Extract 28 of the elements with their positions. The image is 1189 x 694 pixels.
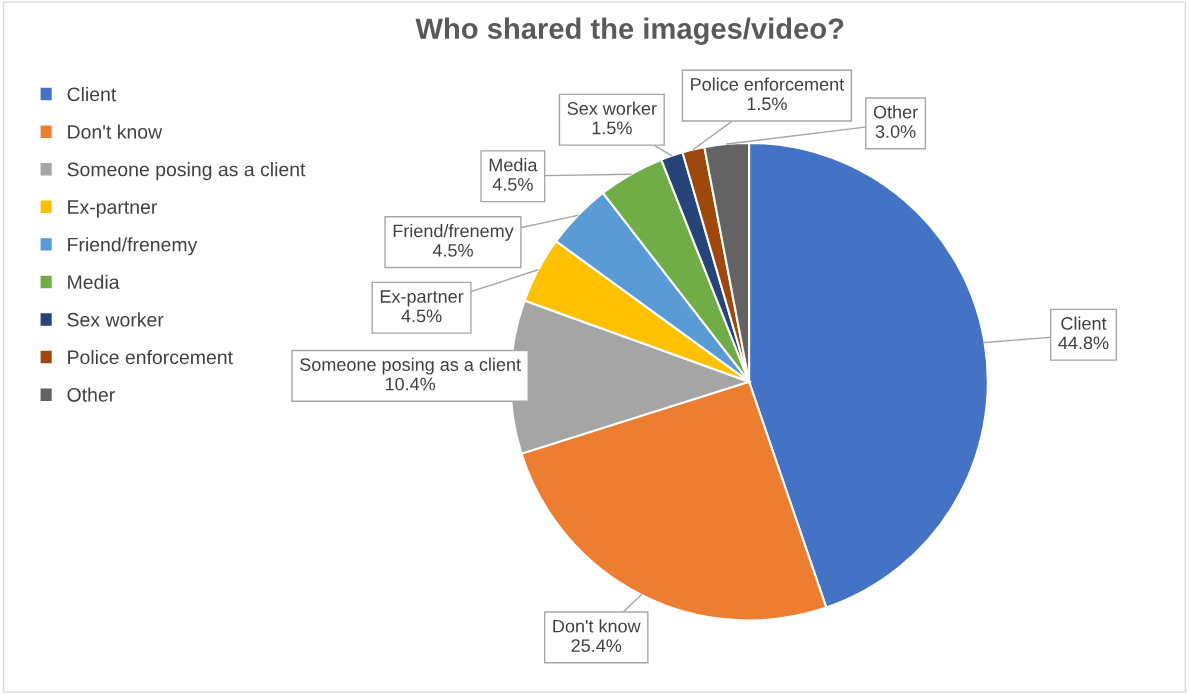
data-label: 1.5%	[592, 121, 632, 135]
data-label: 4.5%	[432, 244, 473, 257]
slice-label: Friend/frenemy	[393, 224, 514, 241]
legend-label: Other	[67, 387, 115, 402]
slice-label: Media	[489, 158, 538, 172]
data-label: 4.5%	[492, 178, 533, 191]
data-label: 44.8%	[1058, 336, 1109, 350]
legend-label: Sex worker	[67, 312, 164, 327]
slice-label: Don't know	[553, 619, 641, 633]
data-label: 3.0%	[875, 125, 916, 138]
data-label: 10.4%	[385, 377, 436, 391]
data-label: 25.4%	[571, 639, 622, 652]
slice-label: Client	[1061, 316, 1107, 330]
data-label: 1.5%	[747, 97, 787, 111]
legend-label: Don't know	[68, 124, 163, 139]
legend-label: Someone posing as a client	[67, 162, 306, 181]
chart-title: Who shared the images/video?	[415, 17, 844, 45]
legend-label: Friend/frenemy	[68, 237, 198, 256]
slice-label: Sex worker	[567, 101, 657, 115]
slice-label: Police enforcement	[691, 77, 845, 91]
slice-label: Someone posing as a client	[300, 357, 521, 375]
slice-label: Ex-partner	[380, 290, 464, 307]
legend-label: Media	[68, 274, 120, 290]
legend-label: Ex-partner	[68, 200, 158, 218]
legend-label: Police enforcement	[68, 349, 233, 365]
data-label: 4.5%	[401, 309, 442, 323]
legend-label: Client	[67, 86, 117, 102]
slice-label: Other	[873, 105, 918, 119]
